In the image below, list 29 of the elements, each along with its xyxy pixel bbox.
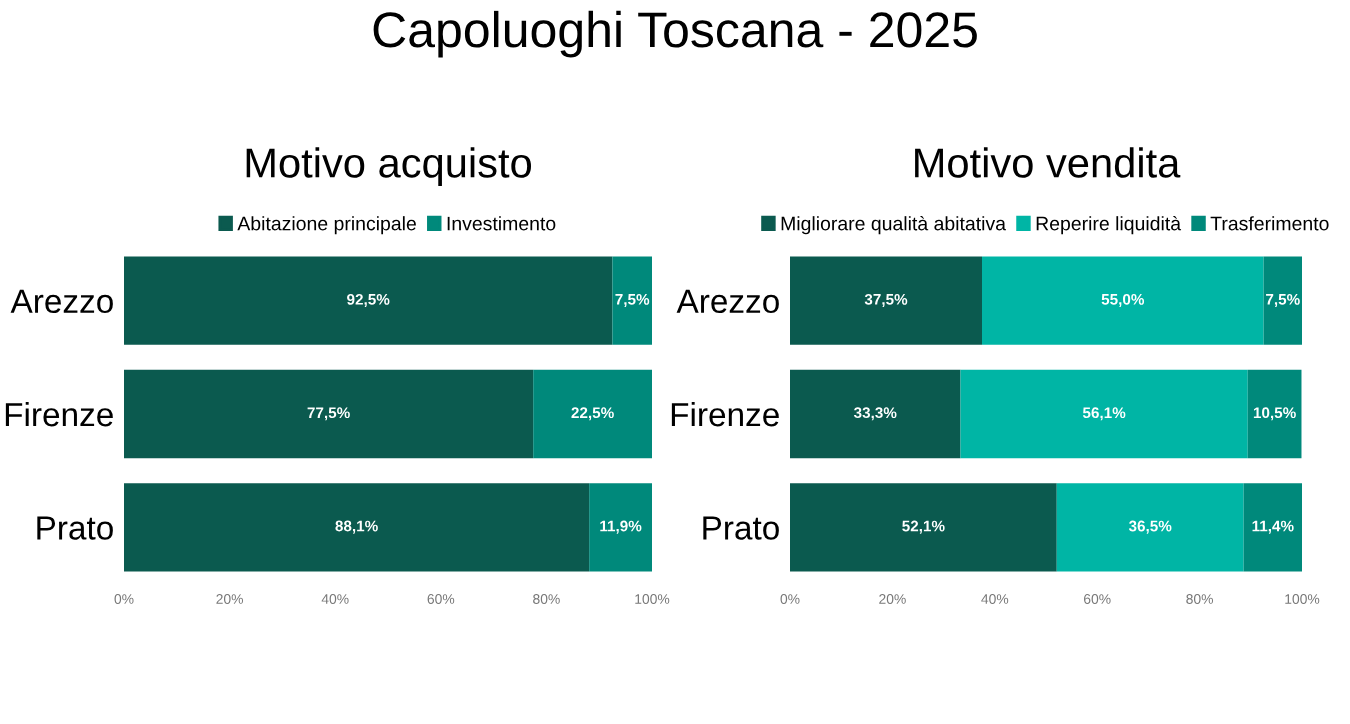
y-tick-label: Prato <box>37 516 113 540</box>
legend-label: Reperire liquidità <box>1036 215 1182 235</box>
bar <box>533 369 652 459</box>
bar <box>1243 483 1302 572</box>
bar <box>1263 256 1302 345</box>
y-tick-label: Firenze <box>5 401 113 427</box>
bar <box>960 369 1248 459</box>
legend-label: Trasferimento <box>1210 216 1329 231</box>
bar <box>790 369 961 459</box>
legend-label: Abitazione principale <box>237 216 416 235</box>
chart-title: Motivo acquisto <box>246 147 532 186</box>
chart-title: Motivo vendita <box>915 147 1181 178</box>
y-tick-label: Prato <box>703 516 779 540</box>
y-tick-label: Firenze <box>671 401 779 427</box>
bar <box>1247 369 1302 459</box>
bar <box>589 483 652 572</box>
y-tick-label: Arezzo <box>10 289 113 314</box>
bar <box>790 256 982 345</box>
legend-label: Investimento <box>447 216 556 231</box>
bar <box>612 256 652 345</box>
bar <box>124 369 534 459</box>
legend-label: Migliorare qualità abitativa <box>781 215 1006 235</box>
bar <box>124 256 613 345</box>
bar <box>790 483 1057 572</box>
bar <box>1056 483 1244 572</box>
text: Capoluoghi Toscana - 2025 <box>373 10 977 58</box>
y-tick-label: Arezzo <box>676 289 779 314</box>
bar <box>124 483 590 572</box>
bar <box>982 256 1264 345</box>
